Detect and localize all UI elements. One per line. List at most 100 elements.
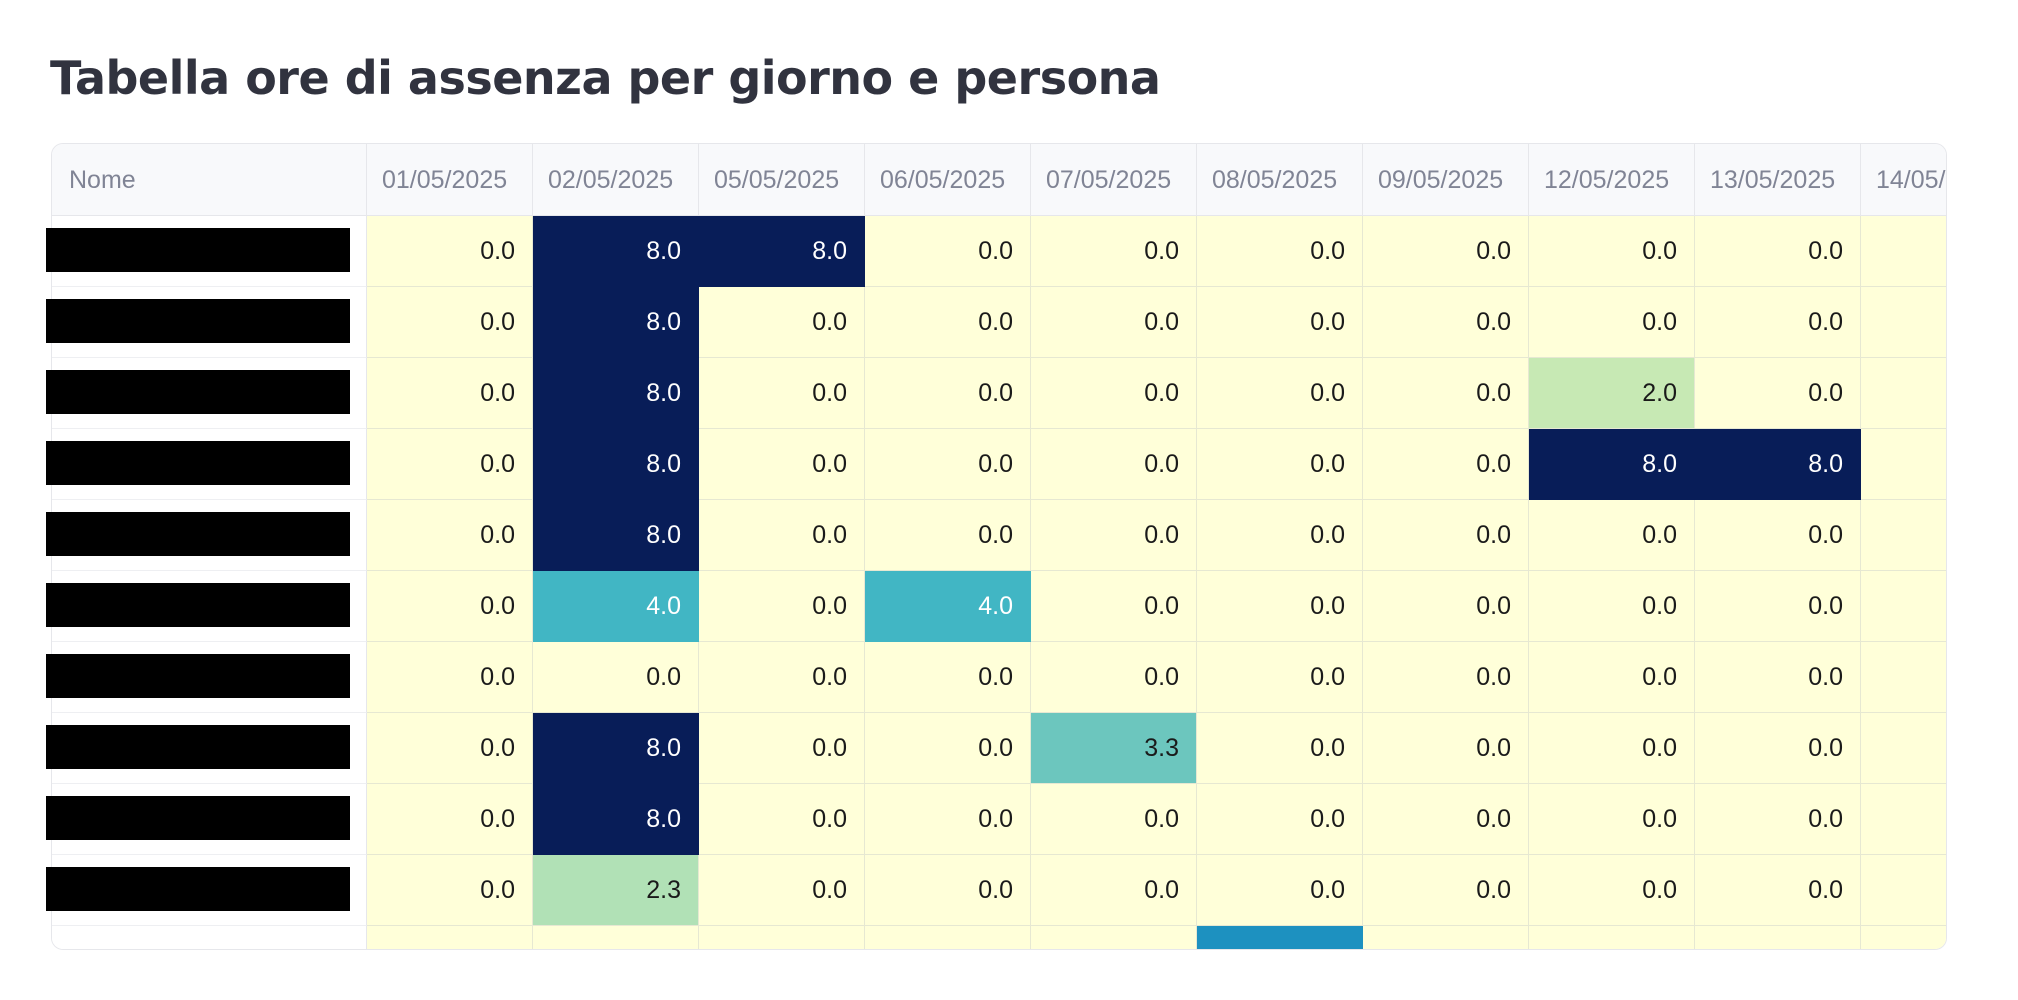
table-cell-hours[interactable]: 0.0: [865, 429, 1031, 500]
table-cell-hours[interactable]: 0.0: [865, 287, 1031, 358]
column-header-date[interactable]: 13/05/2025: [1695, 144, 1861, 216]
table-cell-hours[interactable]: 0.0: [1363, 216, 1529, 287]
table-cell-hours[interactable]: 0.0: [699, 287, 865, 358]
table-cell-hours[interactable]: 0.0: [1695, 571, 1861, 642]
table-cell-hours[interactable]: 2.0: [1529, 358, 1695, 429]
table-cell-hours[interactable]: 0.0: [865, 784, 1031, 855]
table-cell-hours[interactable]: 4.0: [533, 571, 699, 642]
table-cell-hours[interactable]: 0.0: [1197, 500, 1363, 571]
table-cell-hours[interactable]: 0.0: [367, 429, 533, 500]
table-cell-hours[interactable]: [1861, 926, 1946, 949]
table-cell-hours[interactable]: 0.0: [865, 358, 1031, 429]
table-cell-hours[interactable]: 0.0: [1529, 500, 1695, 571]
table-cell-hours[interactable]: 0.0: [1031, 642, 1197, 713]
table-cell-hours[interactable]: [1861, 358, 1946, 429]
table-cell-hours[interactable]: 0.0: [1031, 287, 1197, 358]
table-cell-hours[interactable]: 8.0: [533, 358, 699, 429]
table-cell-hours[interactable]: 0.0: [1031, 216, 1197, 287]
table-cell-hours[interactable]: 0.0: [1695, 713, 1861, 784]
table-cell-hours[interactable]: 0.0: [1695, 784, 1861, 855]
table-cell-hours[interactable]: 0.0: [1529, 784, 1695, 855]
table-cell-hours[interactable]: 0.0: [1031, 358, 1197, 429]
table-cell-hours[interactable]: 0.0: [1363, 429, 1529, 500]
table-cell-hours[interactable]: 0.0: [1363, 642, 1529, 713]
table-cell-hours[interactable]: 0.0: [699, 713, 865, 784]
table-cell-hours[interactable]: 0.0: [1363, 784, 1529, 855]
table-cell-hours[interactable]: 0.0: [1363, 287, 1529, 358]
table-cell-hours[interactable]: 0.0: [699, 642, 865, 713]
table-cell-hours[interactable]: 0.0: [1031, 855, 1197, 926]
table-cell-hours[interactable]: 0.0: [1363, 855, 1529, 926]
table-cell-hours[interactable]: [1861, 571, 1946, 642]
table-cell-hours[interactable]: 0.0: [367, 500, 533, 571]
table-cell-hours[interactable]: 8.0: [533, 713, 699, 784]
table-cell-hours[interactable]: 0.0: [865, 713, 1031, 784]
table-cell-hours[interactable]: 0.0: [1529, 216, 1695, 287]
table-cell-hours[interactable]: 0.0: [1197, 642, 1363, 713]
column-header-date[interactable]: 06/05/2025: [865, 144, 1031, 216]
table-cell-hours[interactable]: [1861, 642, 1946, 713]
table-cell-hours[interactable]: 0.0: [699, 500, 865, 571]
table-cell-hours[interactable]: 0.0: [1363, 713, 1529, 784]
table-cell-hours[interactable]: 0.0: [865, 500, 1031, 571]
table-cell-hours[interactable]: 0.0: [1197, 571, 1363, 642]
table-cell-hours[interactable]: 0.0: [1529, 571, 1695, 642]
table-cell-hours[interactable]: 8.0: [533, 216, 699, 287]
table-cell-hours[interactable]: 0.0: [1197, 855, 1363, 926]
table-cell-hours[interactable]: [1197, 926, 1363, 949]
column-header-date[interactable]: 02/05/2025: [533, 144, 699, 216]
table-cell-hours[interactable]: 0.0: [699, 358, 865, 429]
table-cell-hours[interactable]: 0.0: [1363, 571, 1529, 642]
table-cell-hours[interactable]: 8.0: [1695, 429, 1861, 500]
table-cell-hours[interactable]: 0.0: [1197, 216, 1363, 287]
table-cell-hours[interactable]: [699, 926, 865, 949]
table-cell-hours[interactable]: [1363, 926, 1529, 949]
column-header-date[interactable]: 14/05/2025: [1861, 144, 1946, 216]
table-cell-hours[interactable]: 8.0: [699, 216, 865, 287]
column-header-date[interactable]: 09/05/2025: [1363, 144, 1529, 216]
table-cell-hours[interactable]: 0.0: [699, 571, 865, 642]
table-cell-hours[interactable]: [1861, 216, 1946, 287]
table-cell-hours[interactable]: 0.0: [1695, 358, 1861, 429]
table-cell-hours[interactable]: [367, 926, 533, 949]
table-cell-hours[interactable]: 0.0: [367, 713, 533, 784]
table-cell-hours[interactable]: 8.0: [533, 500, 699, 571]
table-cell-hours[interactable]: [1861, 287, 1946, 358]
table-cell-hours[interactable]: 0.0: [1031, 429, 1197, 500]
table-cell-hours[interactable]: [1861, 784, 1946, 855]
table-cell-hours[interactable]: 8.0: [533, 429, 699, 500]
table-cell-hours[interactable]: 0.0: [1695, 855, 1861, 926]
table-cell-hours[interactable]: 0.0: [1363, 500, 1529, 571]
table-cell-hours[interactable]: 4.0: [865, 571, 1031, 642]
table-cell-hours[interactable]: 0.0: [1529, 287, 1695, 358]
table-cell-hours[interactable]: 0.0: [533, 642, 699, 713]
table-cell-hours[interactable]: 0.0: [865, 216, 1031, 287]
column-header-date[interactable]: 05/05/2025: [699, 144, 865, 216]
table-cell-hours[interactable]: 0.0: [367, 287, 533, 358]
table-cell-hours[interactable]: 0.0: [367, 642, 533, 713]
table-cell-hours[interactable]: 2.3: [533, 855, 699, 926]
table-cell-hours[interactable]: 0.0: [1197, 287, 1363, 358]
row-name-cell[interactable]: CARDIATECNICA: [52, 926, 367, 949]
table-cell-hours[interactable]: 8.0: [533, 784, 699, 855]
table-cell-hours[interactable]: 8.0: [1529, 429, 1695, 500]
column-header-nome[interactable]: Nome: [52, 144, 367, 216]
column-header-date[interactable]: 08/05/2025: [1197, 144, 1363, 216]
table-cell-hours[interactable]: [1031, 926, 1197, 949]
table-cell-hours[interactable]: 0.0: [1529, 713, 1695, 784]
table-cell-hours[interactable]: 0.0: [367, 216, 533, 287]
column-header-date[interactable]: 07/05/2025: [1031, 144, 1197, 216]
table-cell-hours[interactable]: 0.0: [1695, 216, 1861, 287]
table-cell-hours[interactable]: 0.0: [699, 429, 865, 500]
table-cell-hours[interactable]: [533, 926, 699, 949]
column-header-date[interactable]: 01/05/2025: [367, 144, 533, 216]
table-cell-hours[interactable]: 3.3: [1031, 713, 1197, 784]
table-cell-hours[interactable]: 0.0: [1529, 642, 1695, 713]
table-cell-hours[interactable]: 0.0: [1031, 571, 1197, 642]
table-cell-hours[interactable]: 0.0: [367, 571, 533, 642]
table-cell-hours[interactable]: 0.0: [699, 855, 865, 926]
table-cell-hours[interactable]: 0.0: [699, 784, 865, 855]
table-cell-hours[interactable]: 0.0: [367, 358, 533, 429]
table-cell-hours[interactable]: 0.0: [367, 784, 533, 855]
table-cell-hours[interactable]: 0.0: [1197, 358, 1363, 429]
